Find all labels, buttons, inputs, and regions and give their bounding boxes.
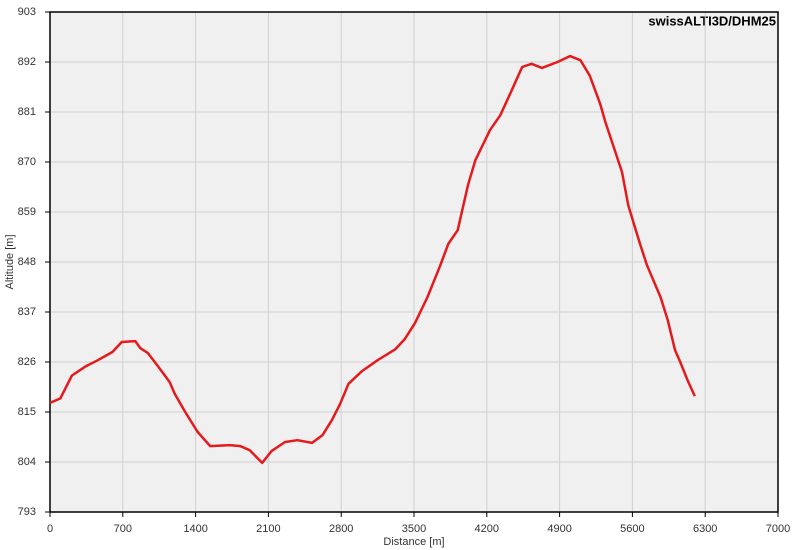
y-tick-label: 870 xyxy=(18,156,36,168)
chart-title: swissALTI3D/DHM25 xyxy=(648,13,776,28)
y-tick-label: 859 xyxy=(18,206,36,218)
y-axis-label: Altitude [m] xyxy=(4,234,16,289)
x-tick-label: 6300 xyxy=(693,523,717,535)
y-tick-label: 826 xyxy=(18,356,36,368)
y-tick-label: 793 xyxy=(18,506,36,518)
x-tick-label: 7000 xyxy=(766,523,790,535)
y-tick-label: 892 xyxy=(18,56,36,68)
y-tick-label: 804 xyxy=(18,456,36,468)
y-tick-label: 881 xyxy=(18,106,36,118)
x-tick-label: 2100 xyxy=(256,523,280,535)
x-tick-label: 5600 xyxy=(620,523,644,535)
x-tick-label: 700 xyxy=(114,523,132,535)
plot-border xyxy=(49,11,779,513)
x-tick-label: 1400 xyxy=(183,523,207,535)
x-tick-label: 0 xyxy=(47,523,53,535)
y-tick-label: 903 xyxy=(18,6,36,18)
y-tick-label: 848 xyxy=(18,256,36,268)
y-tick-label: 815 xyxy=(18,406,36,418)
x-tick-label: 2800 xyxy=(329,523,353,535)
x-tick-label: 4900 xyxy=(547,523,571,535)
x-axis-label: Distance [m] xyxy=(383,536,444,548)
x-tick-label: 4200 xyxy=(475,523,499,535)
x-tick-label: 3500 xyxy=(402,523,426,535)
y-tick-label: 837 xyxy=(18,306,36,318)
elevation-line xyxy=(49,54,696,465)
